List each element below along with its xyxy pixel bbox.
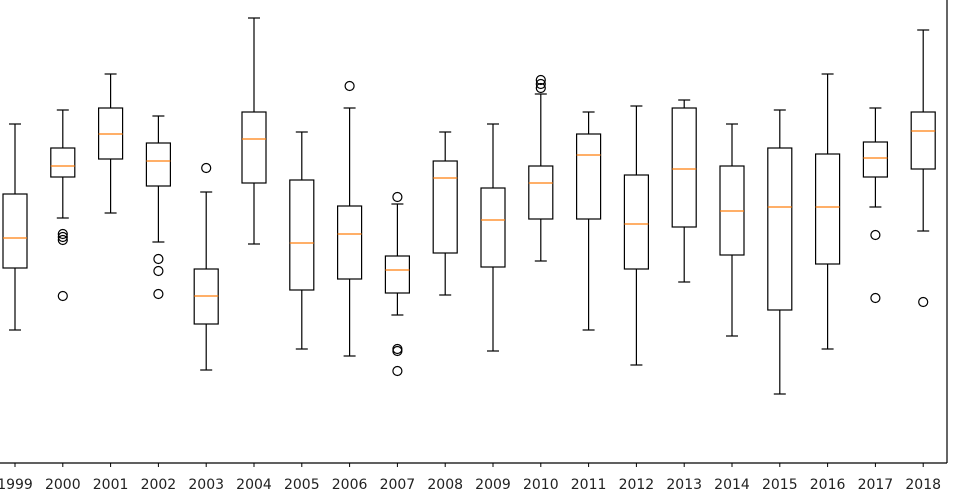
box: [623, 174, 650, 270]
x-tick-label: 1999: [0, 477, 33, 493]
x-tick-label: 2010: [523, 477, 559, 493]
flier: [392, 365, 403, 377]
flier: [153, 253, 164, 265]
x-tick-label: 2007: [380, 477, 416, 493]
box: [862, 141, 889, 178]
flier: [57, 231, 68, 243]
box: [575, 133, 602, 220]
box: [432, 160, 458, 254]
x-tick-label: 2011: [571, 477, 607, 493]
x-tick-label: 2006: [332, 477, 368, 493]
flier: [153, 288, 164, 300]
flier: [870, 292, 881, 304]
flier: [392, 343, 403, 355]
flier: [535, 74, 546, 86]
x-tick-label: 2009: [475, 477, 511, 493]
flier: [344, 80, 355, 92]
box: [145, 142, 171, 187]
x-tick-label: 2004: [236, 477, 272, 493]
box: [289, 179, 315, 291]
box: [2, 193, 28, 269]
x-tick-label: 2015: [762, 477, 798, 493]
x-tick-label: 2005: [284, 477, 320, 493]
x-tick-label: 2008: [427, 477, 463, 493]
box: [337, 205, 363, 280]
x-tick-label: 2014: [714, 477, 750, 493]
box: [384, 255, 410, 294]
box: [814, 153, 841, 265]
x-tick-label: 2003: [188, 477, 224, 493]
x-tick-label: 2001: [93, 477, 129, 493]
flier: [918, 296, 929, 308]
flier: [870, 229, 881, 241]
box: [671, 107, 697, 228]
flier: [57, 290, 68, 302]
x-tick-label: 2000: [45, 477, 81, 493]
x-tick-label: 2002: [141, 477, 177, 493]
box: [480, 187, 506, 268]
x-tick-label: 2013: [666, 477, 702, 493]
box: [241, 111, 267, 184]
flier: [201, 162, 212, 174]
box: [528, 165, 554, 220]
flier: [535, 82, 546, 94]
box: [50, 147, 76, 178]
box: [767, 147, 793, 311]
x-tick-label: 2016: [810, 477, 846, 493]
flier: [57, 228, 68, 240]
flier: [153, 265, 164, 277]
flier: [392, 191, 403, 203]
x-tick-label: 2017: [858, 477, 894, 493]
flier: [57, 234, 68, 246]
x-tick-label: 2018: [905, 477, 941, 493]
flier: [535, 78, 546, 90]
x-tick-label: 2012: [619, 477, 655, 493]
flier: [392, 345, 403, 357]
box: [910, 111, 936, 170]
